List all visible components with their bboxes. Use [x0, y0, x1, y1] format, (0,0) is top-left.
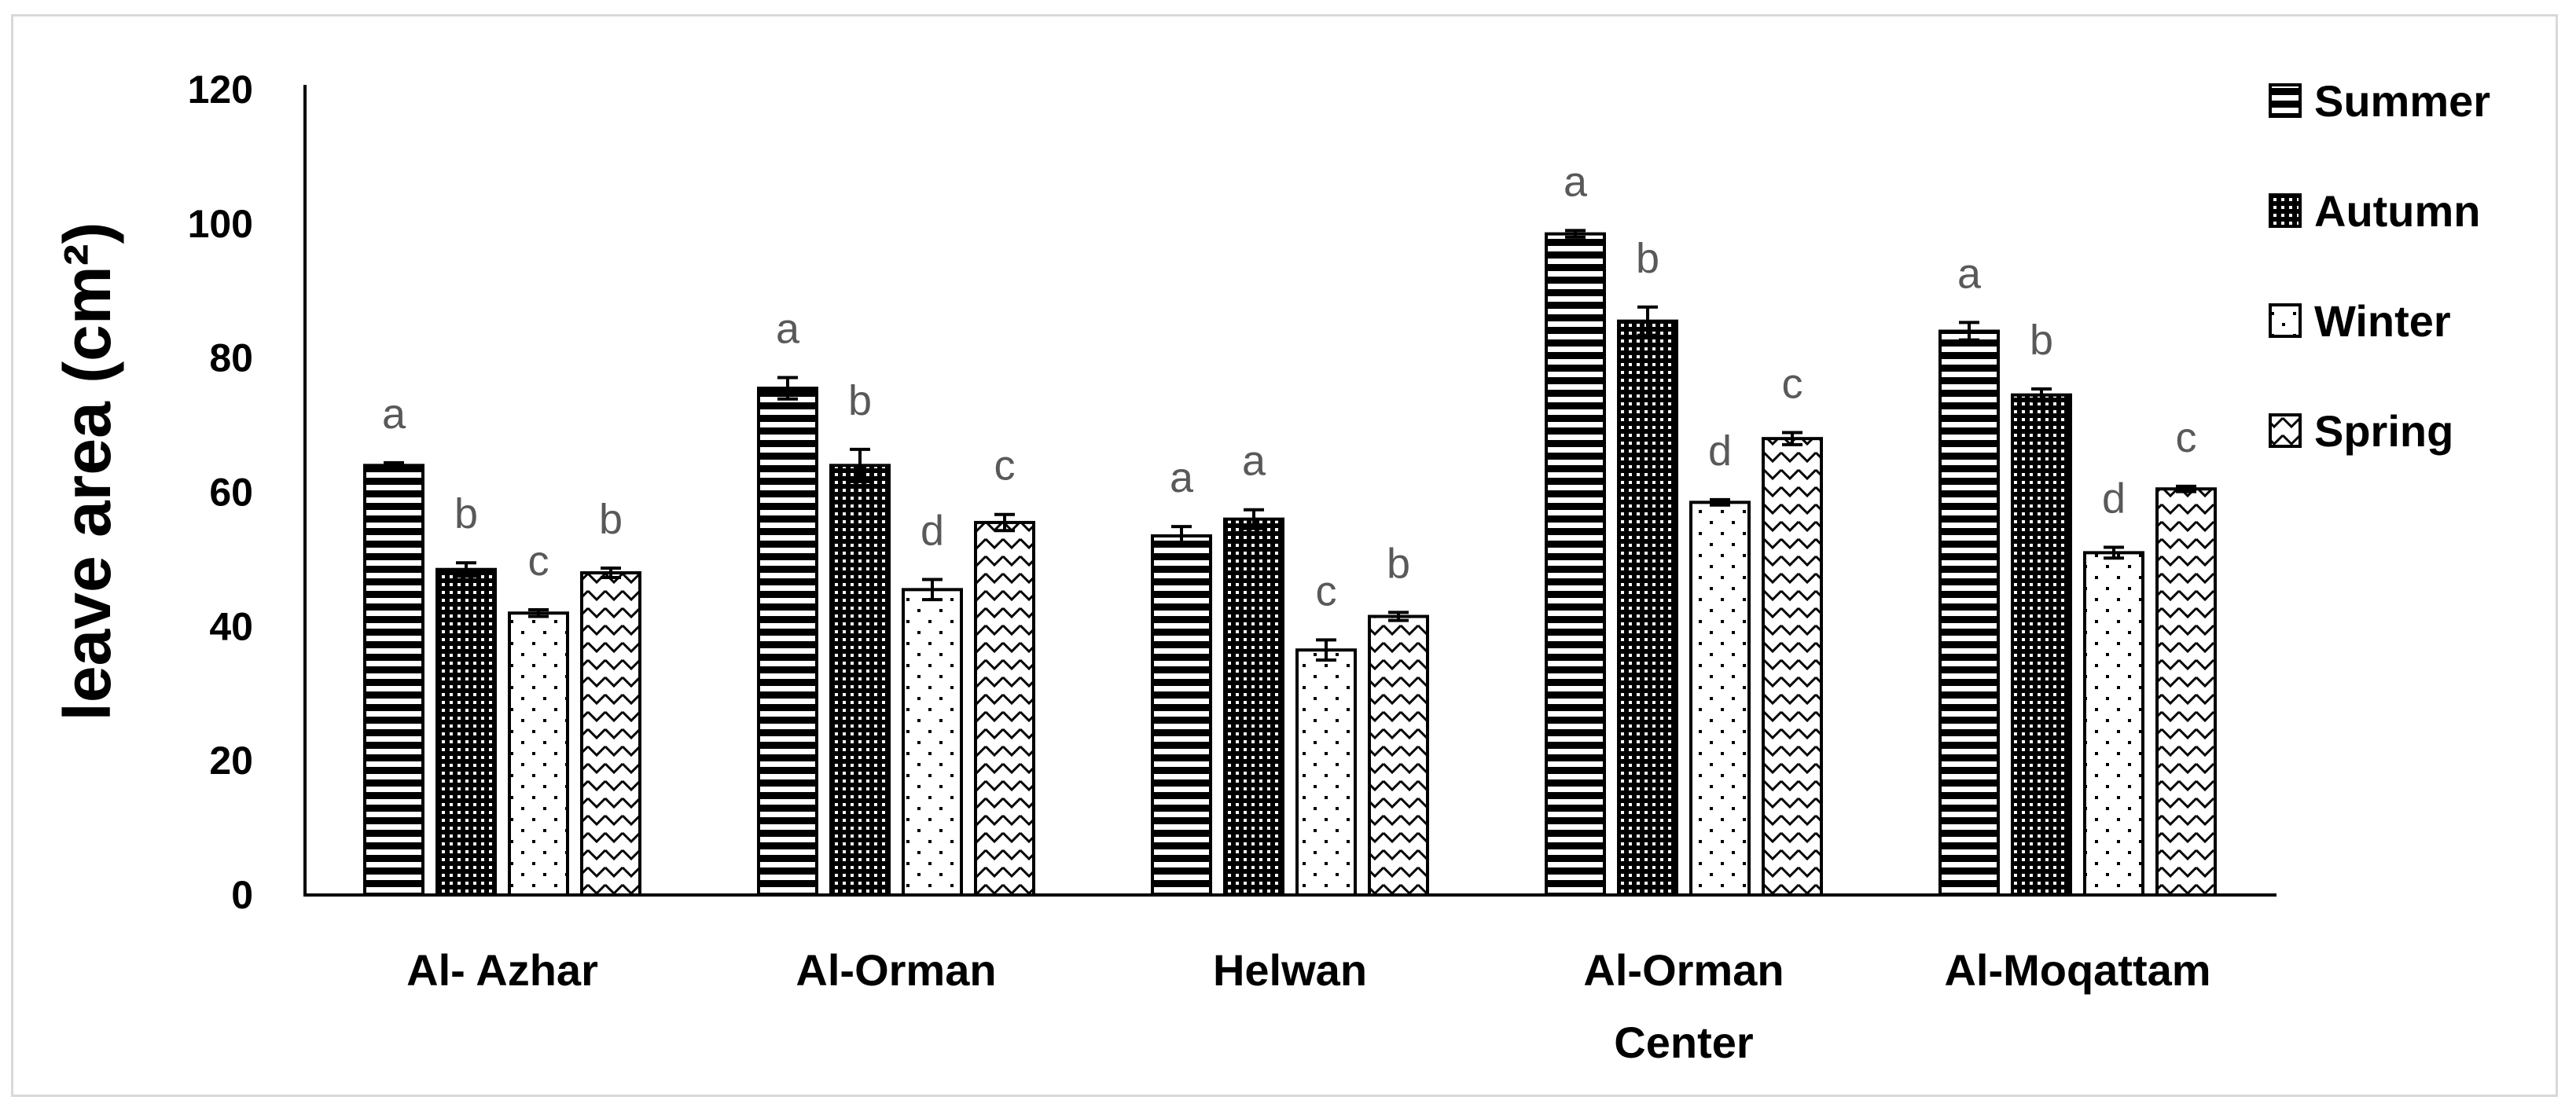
- bar-summer: [1938, 329, 2000, 897]
- significance-letter: c: [1316, 567, 1337, 614]
- error-bar: [2176, 484, 2196, 493]
- legend-label: Summer: [2314, 76, 2490, 126]
- significance-letter: b: [454, 490, 478, 537]
- bar-spring: [974, 520, 1035, 897]
- significance-letter: a: [1957, 250, 1982, 297]
- error-bar: [1388, 611, 1409, 622]
- error-bar: [1244, 508, 1264, 530]
- bar-spring: [2155, 487, 2217, 897]
- error-bar: [528, 607, 549, 618]
- bar-autumn: [829, 464, 891, 897]
- bar-winter: [1295, 648, 1357, 897]
- y-tick-label: 20: [209, 739, 253, 783]
- legend-item-winter: Winter: [2269, 296, 2451, 346]
- legend-item-spring: Spring: [2269, 406, 2453, 456]
- significance-letter: b: [1387, 540, 1410, 587]
- y-tick-label: 80: [209, 336, 253, 380]
- significance-letter: b: [848, 377, 872, 424]
- error-bar: [384, 460, 404, 470]
- y-axis-title: leave area (cm²): [50, 222, 124, 721]
- significance-letter: b: [2030, 317, 2053, 364]
- legend: Summer Autumn Winter Spring: [2269, 76, 2490, 456]
- bar-spring: [580, 571, 641, 897]
- legend-swatch: [2269, 303, 2302, 338]
- bar-autumn: [1223, 517, 1284, 897]
- bar-autumn: [435, 567, 497, 897]
- bar-winter: [1689, 501, 1751, 897]
- legend-item-summer: Summer: [2269, 76, 2490, 126]
- error-bar: [1637, 305, 1658, 337]
- legend-swatch: [2269, 413, 2302, 448]
- error-bar: [850, 447, 870, 483]
- y-axis-ticks: 0 20 40 60 80 100 120: [188, 68, 253, 917]
- significance-letter: c: [2176, 414, 2197, 461]
- bar-summer: [363, 464, 424, 897]
- significance-letter: a: [776, 305, 800, 352]
- y-tick-label: 60: [209, 471, 253, 515]
- significance-letter: d: [1708, 427, 1732, 475]
- category-label: Al-Orman: [1583, 945, 1784, 995]
- significance-letter: d: [921, 508, 944, 555]
- significance-letter: c: [1782, 360, 1803, 407]
- significance-letter: d: [2102, 475, 2126, 523]
- bar-spring: [1368, 614, 1429, 897]
- error-bar: [1171, 525, 1192, 547]
- significance-letter: a: [382, 391, 406, 438]
- legend-swatch: [2269, 193, 2302, 228]
- bar-summer: [1151, 534, 1212, 897]
- bar-summer: [1545, 232, 1606, 897]
- bar-autumn: [2011, 393, 2072, 897]
- legend-label: Autumn: [2314, 186, 2481, 236]
- category-label: Al- Azhar: [406, 945, 598, 995]
- bar-spring: [1762, 437, 1823, 897]
- error-bar: [1710, 497, 1730, 507]
- bar-winter: [902, 588, 963, 897]
- error-bar: [2031, 387, 2052, 403]
- y-tick-label: 100: [188, 202, 253, 246]
- error-bar: [922, 578, 943, 602]
- legend-swatch: [2269, 83, 2302, 118]
- bar-summer: [757, 387, 818, 897]
- category-label: Al-Orman: [796, 945, 996, 995]
- significance-letter: c: [528, 537, 549, 585]
- bar-winter: [508, 611, 569, 897]
- significance-letter: b: [599, 496, 623, 543]
- y-tick-label: 120: [188, 68, 253, 112]
- significance-letter: a: [1242, 438, 1266, 485]
- error-bar: [1959, 321, 1979, 342]
- error-bar: [456, 561, 476, 578]
- significance-letter: a: [1564, 158, 1588, 205]
- error-bar: [777, 376, 798, 401]
- category-label: Center: [1614, 1018, 1753, 1067]
- error-bar: [1316, 638, 1336, 662]
- legend-item-autumn: Autumn: [2269, 186, 2481, 236]
- error-bar: [1782, 431, 1802, 446]
- error-bar: [601, 567, 621, 579]
- error-bar: [994, 512, 1015, 533]
- bar-winter: [2083, 551, 2144, 897]
- significance-letter: b: [1636, 235, 1659, 282]
- bar-autumn: [1617, 319, 1678, 897]
- category-label: Al-Moqattam: [1944, 945, 2210, 995]
- bars: a a a a a b b a b b c d c d d b c b c c: [363, 158, 2217, 897]
- y-tick-label: 40: [209, 604, 253, 648]
- error-bar: [1565, 229, 1586, 239]
- significance-letter: a: [1170, 454, 1194, 501]
- error-bar: [2104, 545, 2124, 560]
- y-tick-label: 0: [231, 873, 253, 917]
- legend-label: Spring: [2314, 406, 2453, 456]
- legend-label: Winter: [2314, 296, 2451, 346]
- significance-letter: c: [994, 442, 1016, 490]
- category-labels: Al- Azhar Al-Orman Helwan Al-Orman Center Al-…: [406, 945, 2210, 1067]
- category-label: Helwan: [1213, 945, 1367, 995]
